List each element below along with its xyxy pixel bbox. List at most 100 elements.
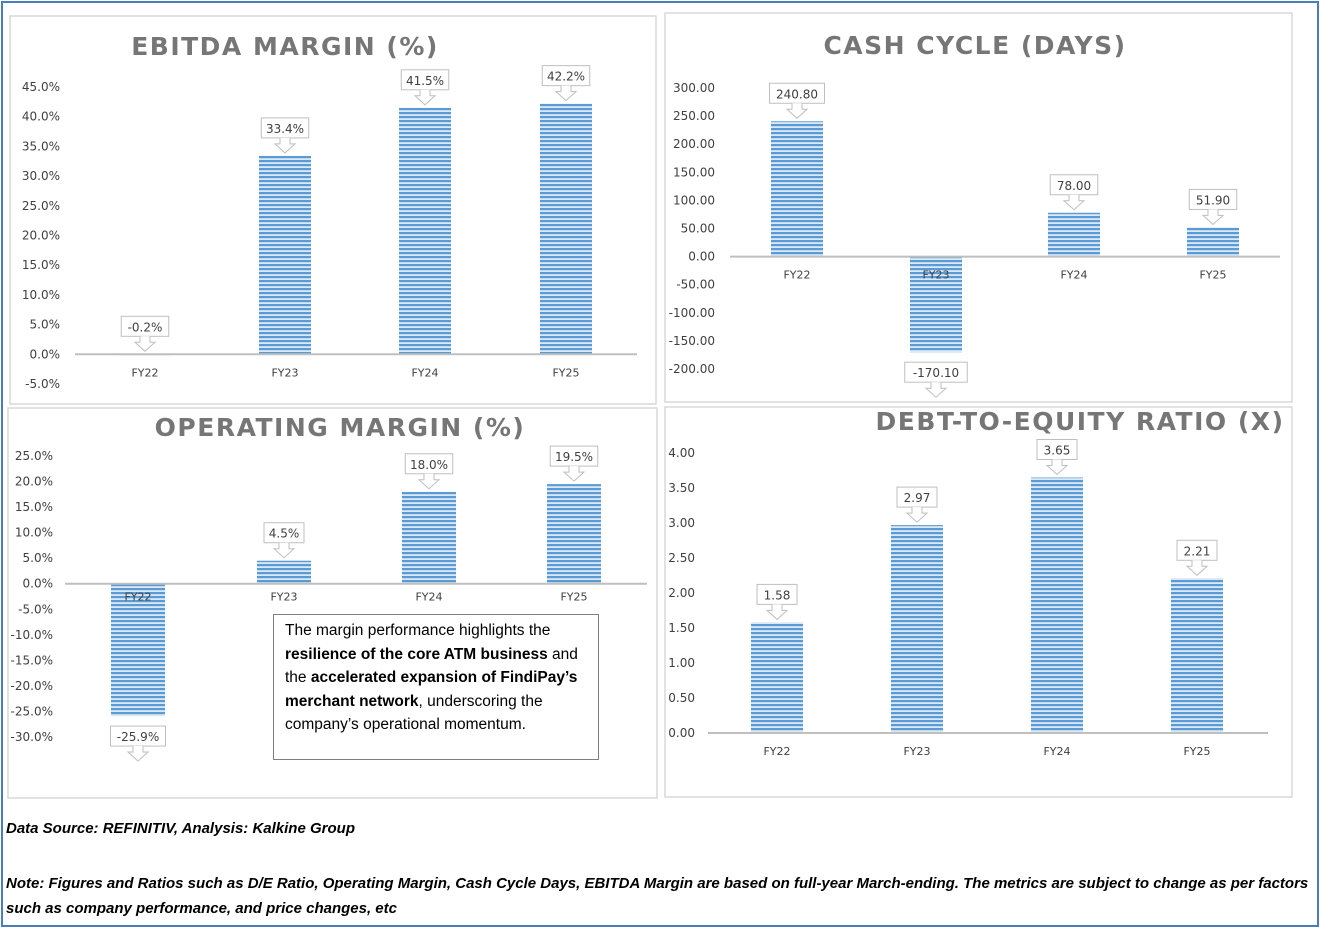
bar [402, 491, 456, 584]
data-label-box [260, 117, 310, 139]
y-tick-label: 50.00 [681, 222, 715, 236]
bar [547, 484, 601, 584]
y-tick-label: -200.00 [669, 362, 715, 376]
data-label: 240.80 [769, 82, 825, 119]
note-text-segment: and the [285, 645, 578, 687]
bar [399, 107, 451, 355]
y-tick-label: -25.0% [11, 704, 53, 718]
data-label-pointer [413, 89, 437, 106]
data-source: Data Source: REFINITIV, Analysis: Kalkin… [6, 820, 355, 837]
x-tick-label: FY22 [131, 366, 158, 379]
commentary-text-box: The margin performance highlights the re… [273, 614, 599, 760]
y-tick-label: -30.0% [11, 730, 53, 744]
data-label-text: 3.65 [1044, 444, 1071, 458]
data-label-text: 42.2% [547, 70, 585, 84]
y-tick-label: 2.50 [668, 551, 695, 565]
x-tick-label: FY25 [560, 591, 587, 604]
data-label-pointer [272, 542, 296, 559]
data-label: 33.4% [260, 117, 310, 154]
data-label-pointer [126, 746, 150, 762]
data-label-text: 18.0% [410, 458, 448, 472]
y-tick-label: 300.00 [673, 81, 715, 95]
y-tick-label: 3.00 [668, 516, 695, 530]
x-tick-label: FY24 [1043, 745, 1070, 758]
data-label: 4.5% [263, 522, 305, 559]
data-label-text: 19.5% [555, 450, 593, 464]
y-tick-label: 0.00 [668, 726, 695, 740]
y-tick-label: 200.00 [673, 137, 715, 151]
data-label-text: 51.90 [1196, 193, 1230, 207]
x-tick-label: FY23 [271, 366, 298, 379]
x-tick-label: FY22 [124, 591, 151, 604]
bar [910, 256, 962, 353]
y-tick-label: -100.00 [669, 306, 715, 320]
data-label: 41.5% [400, 69, 450, 106]
y-tick-label: 3.50 [668, 481, 695, 495]
x-tick-label: FY24 [415, 591, 442, 604]
x-tick-label: FY23 [270, 591, 297, 604]
data-label-box [1049, 174, 1099, 196]
y-tick-label: 0.00 [688, 250, 715, 264]
y-tick-label: 40.0% [22, 110, 60, 124]
data-label: -0.2% [120, 315, 170, 352]
bar [257, 560, 311, 584]
chart-title: EBITDA MARGIN (%) [131, 32, 439, 61]
chart-cash: CASH CYCLE (DAYS) -200.00 -150.00 -100.00 -5… [664, 12, 1293, 403]
chart-panel [664, 12, 1293, 403]
x-tick-label: FY23 [903, 745, 930, 758]
data-label-text: -25.9% [117, 730, 159, 744]
data-label: 2.97 [896, 486, 938, 523]
data-label-text: 1.58 [764, 588, 791, 602]
data-label: 78.00 [1049, 174, 1099, 211]
data-label-pointer [554, 85, 578, 102]
x-tick-label: FY25 [1199, 269, 1226, 282]
y-tick-label: 25.0% [15, 449, 53, 463]
y-tick-label: -20.0% [11, 679, 53, 693]
data-label-pointer [1185, 560, 1209, 576]
x-tick-label: FY25 [1183, 745, 1210, 758]
bar [1187, 227, 1239, 257]
data-label-text: -0.2% [128, 320, 163, 334]
y-tick-label: 15.0% [22, 258, 60, 272]
data-label-text: -170.10 [913, 366, 959, 380]
y-tick-label: 2.00 [668, 586, 695, 600]
data-label: 1.58 [756, 583, 798, 621]
data-label: 3.65 [1036, 439, 1078, 476]
data-label-pointer [905, 507, 929, 523]
y-tick-label: -15.0% [11, 653, 53, 667]
bar [1048, 212, 1100, 257]
chart-title: OPERATING MARGIN (%) [155, 413, 526, 442]
y-tick-label: 1.50 [668, 621, 695, 635]
x-tick-label: FY24 [1060, 269, 1087, 282]
y-tick-label: -10.0% [11, 628, 53, 642]
data-label-text: 4.5% [269, 527, 300, 541]
bar [891, 525, 943, 733]
x-tick-label: FY22 [783, 269, 810, 282]
bar [111, 583, 165, 717]
data-label-pointer [785, 103, 809, 119]
y-tick-label: 250.00 [673, 109, 715, 123]
y-tick-label: -50.00 [676, 278, 715, 292]
y-tick-label: 100.00 [673, 193, 715, 207]
data-label-pointer [1201, 209, 1225, 226]
y-tick-label: -5.0% [25, 377, 60, 391]
y-tick-label: 0.0% [30, 347, 61, 361]
data-label-pointer [417, 473, 441, 490]
y-tick-label: 0.0% [23, 577, 54, 591]
note-text-segment: resilience of the core ATM business [285, 645, 548, 663]
data-label-text: 78.00 [1057, 179, 1091, 193]
data-label-text: 2.21 [1184, 544, 1211, 558]
bar [1031, 477, 1083, 733]
data-label-pointer [765, 604, 789, 621]
data-label-pointer [133, 336, 157, 352]
chart-de: DEBT-TO-EQUITY RATIO (X) 0.00 0.50 1.00 1.50… [664, 406, 1293, 798]
chart-title: DEBT-TO-EQUITY RATIO (X) [876, 407, 1285, 436]
data-label: 18.0% [404, 453, 454, 490]
data-label-text: 2.97 [904, 491, 931, 505]
data-label-text: 41.5% [406, 74, 444, 88]
note-text-segment: accelerated expansion of FindiPay’s merc… [285, 669, 578, 710]
y-tick-label: 10.0% [15, 526, 53, 540]
y-tick-label: 45.0% [22, 80, 60, 94]
